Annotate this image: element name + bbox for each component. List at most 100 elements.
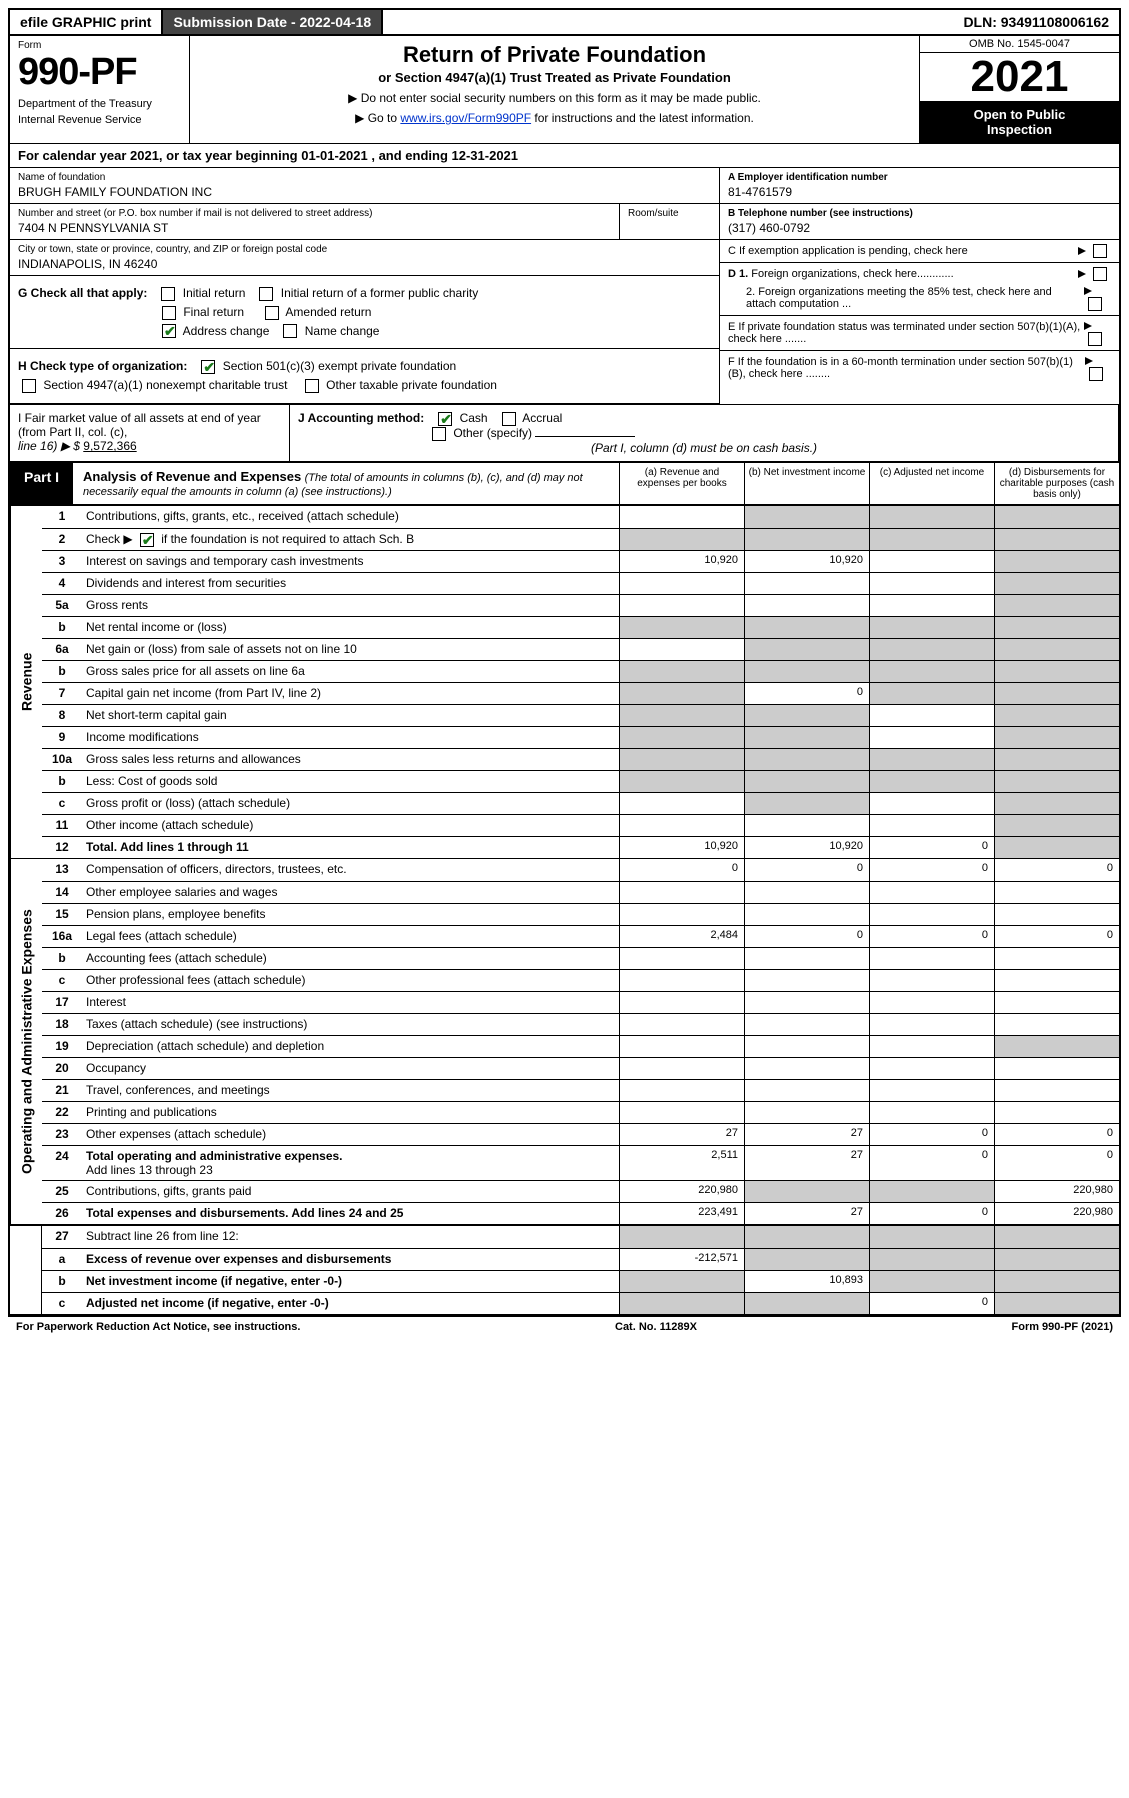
addr-label: Number and street (or P.O. box number if… bbox=[18, 208, 611, 219]
val-23a: 27 bbox=[619, 1124, 744, 1145]
top-bar: efile GRAPHIC print Submission Date - 20… bbox=[8, 8, 1121, 36]
checkbox-amended-return[interactable] bbox=[265, 306, 279, 320]
val-13d: 0 bbox=[994, 859, 1119, 881]
footer-left: For Paperwork Reduction Act Notice, see … bbox=[16, 1321, 300, 1333]
checkbox-501c3[interactable] bbox=[201, 360, 215, 374]
checkbox-final-return[interactable] bbox=[162, 306, 176, 320]
section-j: J Accounting method: Cash Accrual Other … bbox=[290, 405, 1119, 461]
line-21: Travel, conferences, and meetings bbox=[82, 1080, 619, 1101]
side-label-revenue: Revenue bbox=[10, 506, 42, 858]
f-label: F If the foundation is in a 60-month ter… bbox=[728, 356, 1085, 380]
line-22: Printing and publications bbox=[82, 1102, 619, 1123]
g-final: Final return bbox=[183, 305, 244, 319]
dln: DLN: 93491108006162 bbox=[953, 10, 1119, 34]
instructions-link[interactable]: www.irs.gov/Form990PF bbox=[400, 111, 531, 125]
h-label: H Check type of organization: bbox=[18, 359, 187, 373]
val-26d: 220,980 bbox=[994, 1203, 1119, 1224]
val-27a-a: -212,571 bbox=[619, 1249, 744, 1270]
val-23b: 27 bbox=[744, 1124, 869, 1145]
l2-post: if the foundation is not required to att… bbox=[161, 532, 414, 546]
checkbox-d1[interactable] bbox=[1093, 267, 1107, 281]
calendar-year-line: For calendar year 2021, or tax year begi… bbox=[10, 143, 1119, 167]
calyear-begin: 01-01-2021 bbox=[301, 148, 368, 163]
line-13: Compensation of officers, directors, tru… bbox=[82, 859, 619, 881]
checkbox-address-change[interactable] bbox=[162, 324, 176, 338]
part-1-tab: Part I bbox=[10, 463, 73, 504]
section-h: H Check type of organization: Section 50… bbox=[10, 349, 719, 404]
line-10c: Gross profit or (loss) (attach schedule) bbox=[82, 793, 619, 814]
val-12c: 0 bbox=[869, 837, 994, 858]
line-14: Other employee salaries and wages bbox=[82, 882, 619, 903]
efile-label[interactable]: efile GRAPHIC print bbox=[10, 10, 163, 34]
val-3a: 10,920 bbox=[619, 551, 744, 572]
ein-value: 81-4761579 bbox=[728, 185, 1111, 199]
checkbox-e[interactable] bbox=[1088, 332, 1102, 346]
line-2: Check ▶ if the foundation is not require… bbox=[82, 529, 619, 550]
line-26: Total expenses and disbursements. Add li… bbox=[82, 1203, 619, 1224]
h-opt3: Other taxable private foundation bbox=[326, 378, 497, 392]
line-17: Interest bbox=[82, 992, 619, 1013]
val-13a: 0 bbox=[619, 859, 744, 881]
open-public-1: Open to Public bbox=[924, 107, 1115, 122]
calyear-end: 12-31-2021 bbox=[452, 148, 519, 163]
c-label: C If exemption application is pending, c… bbox=[728, 245, 968, 257]
line-25: Contributions, gifts, grants paid bbox=[82, 1181, 619, 1202]
col-header-d: (d) Disbursements for charitable purpose… bbox=[994, 463, 1119, 504]
checkbox-f[interactable] bbox=[1089, 367, 1103, 381]
checkbox-initial-return[interactable] bbox=[161, 287, 175, 301]
line-6b: Gross sales price for all assets on line… bbox=[82, 661, 619, 682]
checkbox-other-method[interactable] bbox=[432, 427, 446, 441]
g-label: G Check all that apply: bbox=[18, 286, 147, 300]
line-5b: Net rental income or (loss) bbox=[82, 617, 619, 638]
val-16a-b: 0 bbox=[744, 926, 869, 947]
footer-cat-no: Cat. No. 11289X bbox=[615, 1321, 697, 1333]
form-body: Form 990-PF Department of the Treasury I… bbox=[8, 36, 1121, 1316]
col-header-c: (c) Adjusted net income bbox=[869, 463, 994, 504]
side-label-expenses: Operating and Administrative Expenses bbox=[10, 859, 42, 1224]
checkbox-c[interactable] bbox=[1093, 244, 1107, 258]
val-24b: 27 bbox=[744, 1146, 869, 1180]
line-23: Other expenses (attach schedule) bbox=[82, 1124, 619, 1145]
checkbox-initial-former[interactable] bbox=[259, 287, 273, 301]
checkbox-accrual[interactable] bbox=[502, 412, 516, 426]
form-id-block: Form 990-PF Department of the Treasury I… bbox=[10, 36, 190, 143]
checkbox-d2[interactable] bbox=[1088, 297, 1102, 311]
phone-value: (317) 460-0792 bbox=[728, 221, 1111, 235]
open-public-2: Inspection bbox=[924, 122, 1115, 137]
val-16a-d: 0 bbox=[994, 926, 1119, 947]
j-cash: Cash bbox=[460, 411, 488, 425]
line-16b: Accounting fees (attach schedule) bbox=[82, 948, 619, 969]
line-7: Capital gain net income (from Part IV, l… bbox=[82, 683, 619, 704]
section-g: G Check all that apply: Initial return I… bbox=[10, 276, 719, 349]
footer: For Paperwork Reduction Act Notice, see … bbox=[8, 1316, 1121, 1337]
g-initial-former: Initial return of a former public charit… bbox=[281, 286, 478, 300]
j-note: (Part I, column (d) must be on cash basi… bbox=[591, 441, 817, 455]
line-9: Income modifications bbox=[82, 727, 619, 748]
line-3: Interest on savings and temporary cash i… bbox=[82, 551, 619, 572]
g-name-change: Name change bbox=[305, 324, 380, 338]
val-7b: 0 bbox=[744, 683, 869, 704]
note2-post: for instructions and the latest informat… bbox=[531, 111, 754, 125]
checkbox-4947a1[interactable] bbox=[22, 379, 36, 393]
val-12b: 10,920 bbox=[744, 837, 869, 858]
dept-treasury: Department of the Treasury bbox=[18, 98, 181, 110]
line-27: Subtract line 26 from line 12: bbox=[82, 1226, 619, 1248]
val-25d: 220,980 bbox=[994, 1181, 1119, 1202]
form-number: 990-PF bbox=[18, 51, 181, 94]
checkbox-sch-b[interactable] bbox=[140, 533, 154, 547]
line-27b: Net investment income (if negative, ente… bbox=[82, 1271, 619, 1292]
street-address: 7404 N PENNSYLVANIA ST bbox=[18, 221, 611, 235]
val-26c: 0 bbox=[869, 1203, 994, 1224]
foundation-name: BRUGH FAMILY FOUNDATION INC bbox=[18, 185, 711, 199]
val-13c: 0 bbox=[869, 859, 994, 881]
checkbox-name-change[interactable] bbox=[283, 324, 297, 338]
col-header-b: (b) Net investment income bbox=[744, 463, 869, 504]
checkbox-cash[interactable] bbox=[438, 412, 452, 426]
h-opt1: Section 501(c)(3) exempt private foundat… bbox=[223, 359, 456, 373]
calyear-mid: , and ending bbox=[368, 148, 452, 163]
checkbox-other-taxable[interactable] bbox=[305, 379, 319, 393]
line-16a: Legal fees (attach schedule) bbox=[82, 926, 619, 947]
val-12a: 10,920 bbox=[619, 837, 744, 858]
name-label: Name of foundation bbox=[18, 172, 711, 183]
arrow-icon bbox=[1084, 322, 1092, 330]
